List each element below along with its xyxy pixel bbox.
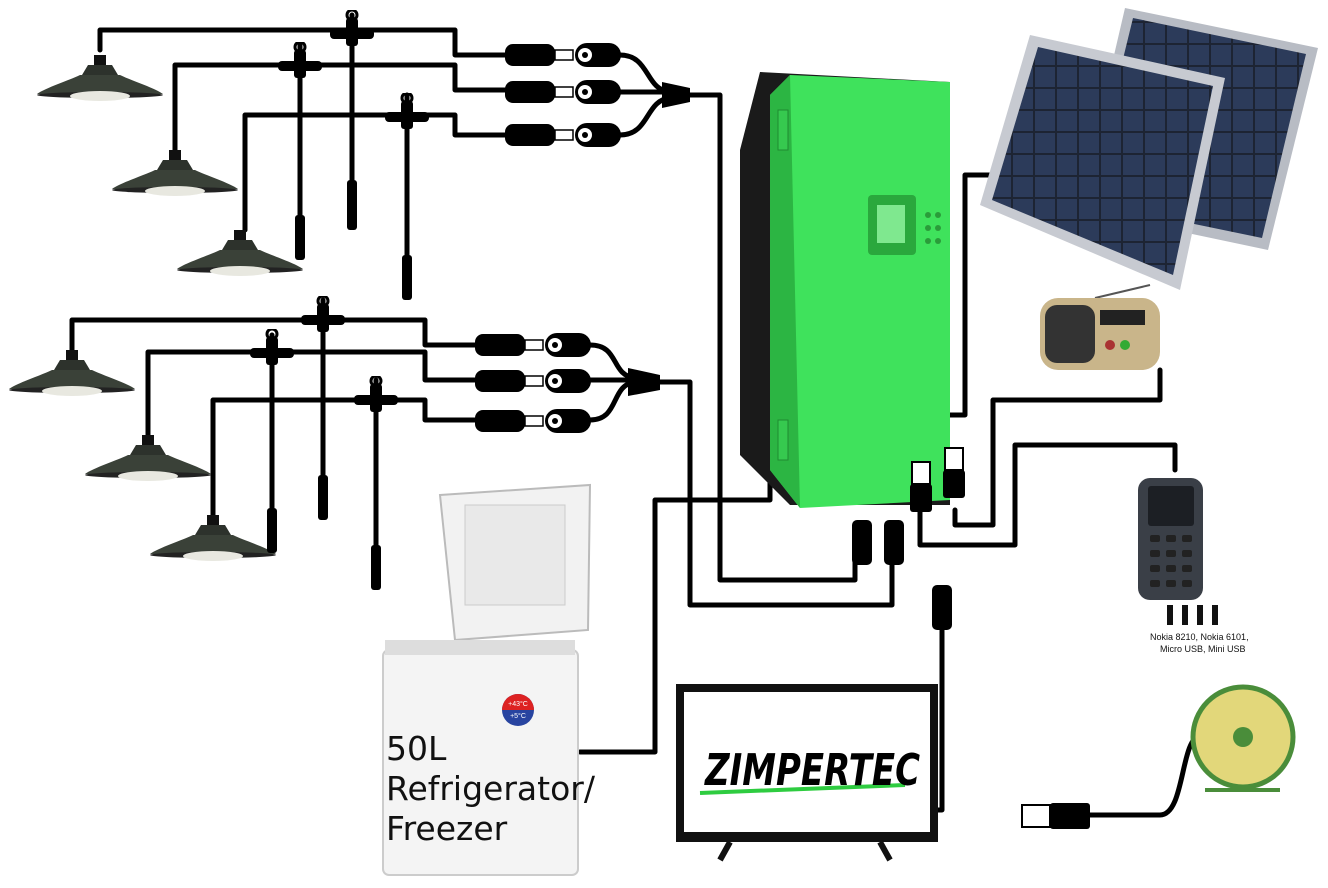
controller-part-part	[935, 238, 941, 244]
plugs-part	[662, 82, 690, 108]
lamps-part	[9, 350, 135, 396]
adapter-label: Micro USB, Mini USB	[1160, 644, 1246, 654]
lamps-part	[85, 435, 211, 481]
cables-part	[300, 15, 407, 290]
lamps-part	[37, 55, 163, 101]
phone-part-part	[1182, 565, 1192, 572]
phone-part-part	[1166, 580, 1176, 587]
controller-part	[877, 205, 905, 243]
radio-part	[1105, 340, 1115, 350]
fridge-label: 50L	[386, 729, 447, 768]
phone-part-part	[1197, 605, 1203, 625]
plugs-part	[505, 123, 621, 147]
phone-part-part	[1166, 535, 1176, 542]
cables-part	[950, 175, 990, 415]
solar-panels	[980, 8, 1318, 290]
phone-part-part	[1212, 605, 1218, 625]
phone-part-part	[1182, 535, 1192, 542]
fridge: +43°C +5°C 50L Refrigerator/ Freezer	[383, 485, 596, 875]
junctions-part	[371, 545, 381, 590]
lamps	[9, 55, 303, 561]
badge-label: +43°C	[508, 700, 528, 708]
junctions	[250, 10, 429, 590]
connectors-part	[1022, 805, 1050, 827]
radio	[1040, 285, 1160, 370]
phone-part-part	[1182, 550, 1192, 557]
plugs-part	[475, 333, 591, 357]
controller-part-part	[925, 225, 931, 231]
plugs-part	[628, 368, 660, 396]
phone-part-part	[1166, 565, 1176, 572]
cables-part	[213, 400, 475, 520]
tv-logo: ZIMPERTEC	[703, 745, 920, 796]
phone-part-part	[1167, 605, 1173, 625]
junctions-part	[402, 255, 412, 300]
tv: ZIMPERTEC	[676, 684, 938, 860]
connectors-part	[910, 484, 932, 512]
lamps-part	[112, 150, 238, 196]
connectors-part	[945, 448, 963, 470]
fan-part	[1233, 727, 1253, 747]
phone-part-part	[1182, 580, 1192, 587]
connectors-part	[943, 470, 965, 498]
plugs-part	[505, 43, 621, 67]
controller-part-part	[925, 238, 931, 244]
adapter-label: Nokia 8210, Nokia 6101,	[1150, 632, 1249, 642]
junctions-part	[267, 508, 277, 553]
connectors-part	[912, 462, 930, 484]
cables-part	[272, 300, 376, 580]
phone-part-part	[1150, 580, 1160, 587]
fridge-part	[385, 640, 575, 655]
radio-part	[1120, 340, 1130, 350]
radio-part	[1095, 285, 1150, 298]
connectors-part	[1050, 803, 1090, 829]
phone-part-part	[1150, 565, 1160, 572]
controller-part-part	[925, 212, 931, 218]
badge-label: +5°C	[510, 712, 526, 720]
connectors-part	[852, 520, 872, 565]
phone-part	[1148, 486, 1194, 526]
lamps-part	[177, 230, 303, 276]
tv-part	[720, 842, 890, 860]
fridge-label: Refrigerator/	[386, 769, 596, 808]
junctions-part	[318, 475, 328, 520]
phone-part-part	[1150, 550, 1160, 557]
connectors-part	[884, 520, 904, 565]
cables-part	[245, 115, 510, 230]
fan	[1193, 687, 1293, 790]
radio-part	[1100, 310, 1145, 325]
junctions-part	[295, 215, 305, 260]
controller-part-part	[935, 212, 941, 218]
page: {"labels": {"fridge": ["50L", "Refrigera…	[0, 0, 1328, 888]
radio-part	[1045, 305, 1095, 363]
phone-part-part	[1166, 550, 1176, 557]
plugs-part	[475, 369, 591, 393]
plugs-part	[505, 80, 621, 104]
controller-part	[778, 110, 788, 150]
cables-part	[1090, 735, 1200, 815]
fridge-label: Freezer	[386, 809, 508, 848]
lamps-part	[150, 515, 276, 561]
phone-part	[1167, 605, 1218, 625]
controller-part-part	[935, 225, 941, 231]
junctions-part	[347, 180, 357, 230]
diagram: Nokia 8210, Nokia 6101, Micro USB, Mini …	[0, 0, 1328, 888]
phone-part-part	[1150, 535, 1160, 542]
phone: Nokia 8210, Nokia 6101, Micro USB, Mini …	[1138, 478, 1249, 654]
phone-part-part	[1182, 605, 1188, 625]
controller	[740, 72, 950, 508]
cables-part	[148, 352, 475, 440]
plugs-part	[475, 409, 591, 433]
controller-part	[778, 420, 788, 460]
connectors-part	[932, 585, 952, 630]
fridge-part	[465, 505, 565, 605]
